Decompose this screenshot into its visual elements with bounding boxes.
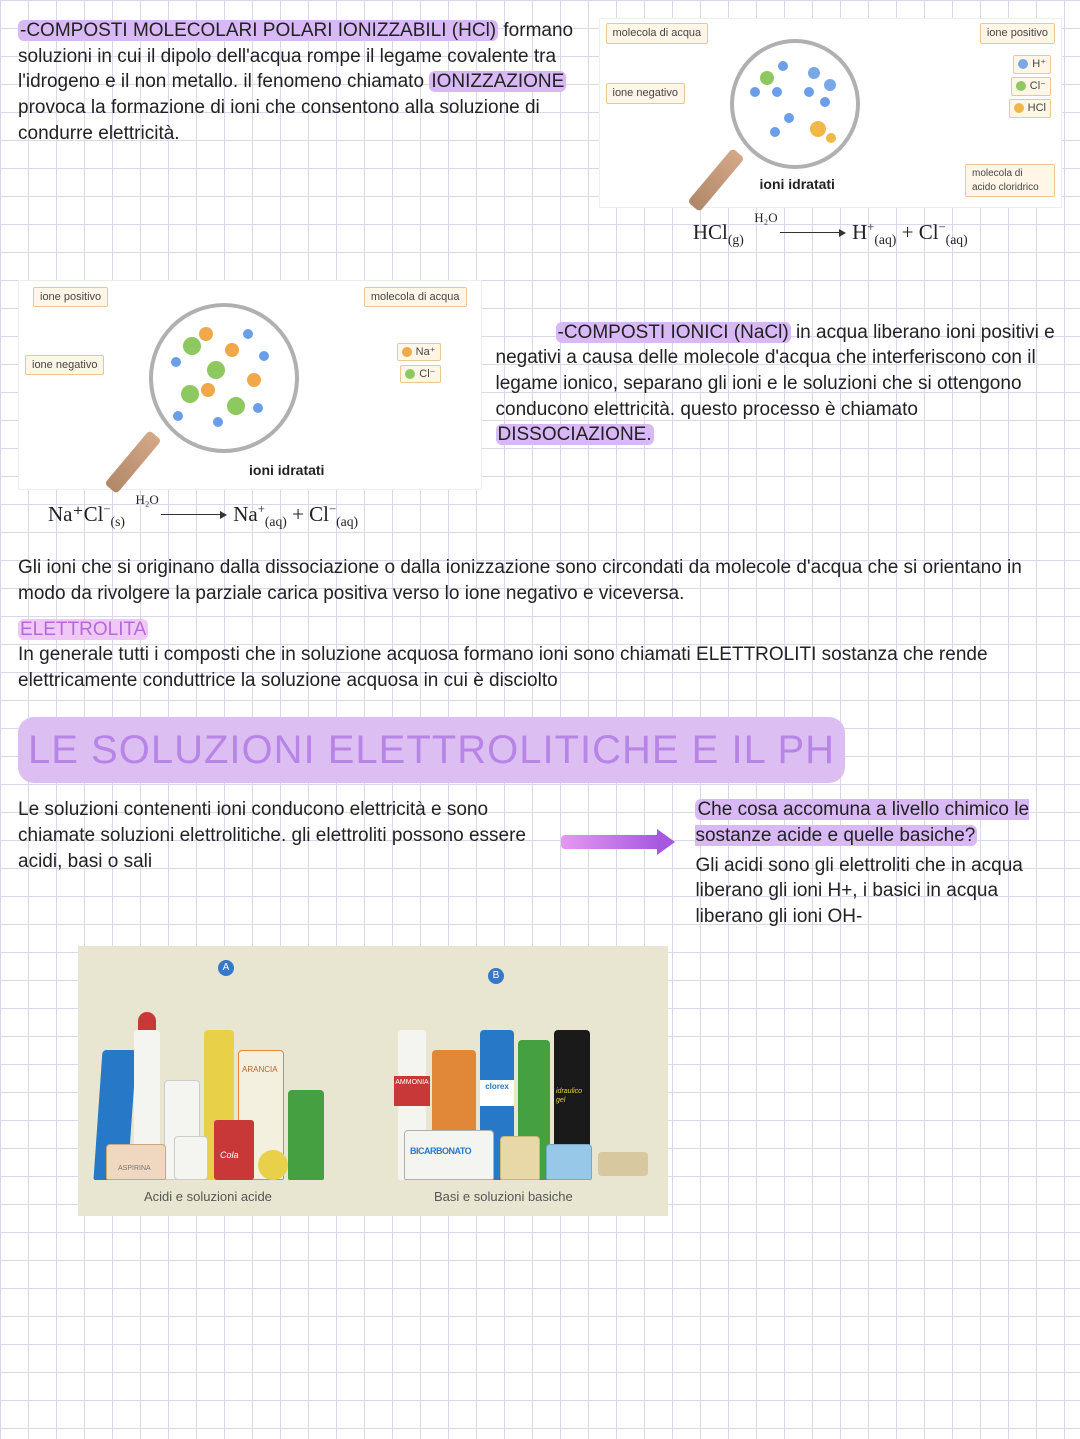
formula-nacl: Na⁺Cl−(s) H₂O Na+(aq) + Cl−(aq)	[18, 500, 482, 532]
badge-a: A	[218, 960, 234, 976]
intro-text: Le soluzioni contenenti ioni conducono e…	[18, 797, 547, 874]
arrow-icon	[561, 835, 661, 849]
section2-text: -COMPOSTI IONICI (NaCl) in acqua liberan…	[496, 320, 1063, 448]
formula-hcl: HCl(g) H₂O H+(aq) + Cl−(aq)	[599, 218, 1063, 250]
para-elettroliti: In generale tutti i composti che in solu…	[18, 642, 1062, 693]
arancia-label: ARANCIA	[242, 1065, 278, 1076]
d2-label-water: molecola di acqua	[364, 287, 467, 308]
d1-label-water: molecola di acqua	[606, 23, 709, 44]
question-text: Che cosa accomuna a livello chimico le s…	[695, 797, 1062, 848]
badge-b: B	[488, 968, 504, 984]
d2-legend-na: Na⁺	[397, 343, 441, 362]
diagram-hcl-ionization: molecola di acqua ione positivo ione neg…	[599, 18, 1063, 208]
section2-heading: -COMPOSTI IONICI (NaCl)	[556, 322, 791, 343]
ammonia-label: AMMONIA	[394, 1076, 430, 1106]
caption-bases: Basi e soluzioni basiche	[434, 1188, 573, 1206]
idraulico-label: idraulico gel	[556, 1087, 588, 1106]
elettrolita-label: ELETTROLITA	[18, 619, 148, 640]
d2-label-posion: ione positivo	[33, 287, 108, 308]
diagram-nacl-dissociation: ione positivo molecola di acqua ione neg…	[18, 280, 482, 490]
dissociazione-highlight: DISSOCIAZIONE.	[496, 424, 654, 445]
magnifier-handle-icon	[687, 148, 744, 212]
cola-label: Cola	[220, 1149, 239, 1161]
d2-label-negion: ione negativo	[25, 355, 104, 376]
d2-ioni-idratati: ioni idratati	[249, 461, 324, 480]
d1-legend-h: H⁺	[1013, 55, 1051, 74]
magnifier-handle-icon	[104, 430, 161, 494]
clorex-label: clorex	[480, 1080, 514, 1106]
para-ioni-idratati: Gli ioni che si originano dalla dissocia…	[18, 555, 1062, 606]
caption-acids: Acidi e soluzioni acide	[144, 1188, 272, 1206]
section1-heading: -COMPOSTI MOLECOLARI POLARI IONIZZABILI …	[18, 20, 498, 41]
d1-label-posion: ione positivo	[980, 23, 1055, 44]
d1-label-negion: ione negativo	[606, 83, 685, 104]
d2-legend-cl: Cl⁻	[400, 365, 440, 384]
d1-legend-hcl: HCl	[1009, 99, 1051, 118]
d1-ioni-idratati: ioni idratati	[760, 175, 835, 194]
ionizzazione-highlight: IONIZZAZIONE	[429, 71, 566, 92]
products-image: A B ARANCIA ASPIRINA Cola AMMONIA clorex…	[78, 946, 668, 1216]
magnifier-icon	[149, 303, 299, 453]
bicarbonato-label: BICARBONATO	[410, 1145, 471, 1157]
answer-text: Gli acidi sono gli elettroliti che in ac…	[695, 853, 1062, 930]
aspirina-label: ASPIRINA	[118, 1164, 151, 1173]
d1-label-hcl: molecola di acido cloridrico	[965, 164, 1055, 197]
section1-text: -COMPOSTI MOLECOLARI POLARI IONIZZABILI …	[18, 18, 585, 146]
magnifier-icon	[730, 39, 860, 169]
main-title: LE SOLUZIONI ELETTROLITICHE E IL PH	[18, 717, 845, 783]
d1-legend-cl: Cl⁻	[1011, 77, 1051, 96]
